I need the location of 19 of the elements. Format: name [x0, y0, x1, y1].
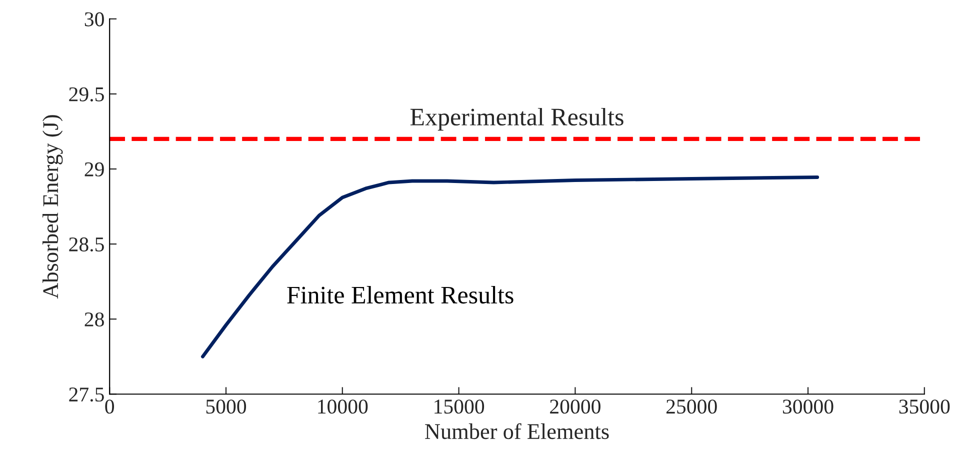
x-tick-label: 35000 [899, 400, 950, 414]
y-tick-label: 29 [84, 162, 104, 176]
y-axis-title: Absorbed Energy (J) [42, 115, 63, 299]
x-tick-label: 0 [105, 400, 114, 414]
x-axis-title: Number of Elements [425, 423, 609, 440]
y-tick-label: 29.5 [69, 87, 104, 102]
y-tick-label: 28.5 [69, 237, 104, 252]
y-tick-label: 30 [84, 12, 104, 26]
x-tick-label: 30000 [782, 400, 834, 414]
y-tick-label: 28 [84, 312, 104, 327]
x-tick-label: 15000 [434, 400, 484, 414]
x-tick-label: 10000 [318, 400, 368, 414]
y-tick-label: 27.5 [69, 388, 104, 402]
series-label: Finite Element Results [287, 286, 514, 304]
x-tick-label: 20000 [550, 400, 600, 414]
x-tick-label: 5000 [206, 400, 246, 414]
ref-line-label: Experimental Results [410, 108, 624, 131]
x-tick-label: 25000 [666, 400, 717, 414]
line-series [200, 175, 820, 358]
